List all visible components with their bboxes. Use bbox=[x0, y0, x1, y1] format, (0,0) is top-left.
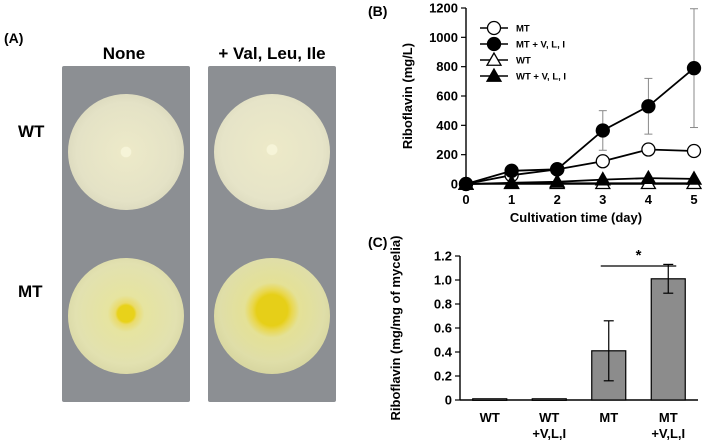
legend-label: MT bbox=[516, 24, 530, 35]
significance-star: * bbox=[636, 247, 642, 264]
row-header-wt: WT bbox=[18, 122, 45, 141]
line-chart-x-tick-label: 0 bbox=[462, 192, 469, 207]
line-chart-series-line bbox=[465, 148, 695, 185]
line-chart-point bbox=[549, 173, 566, 188]
line-chart-series bbox=[457, 169, 703, 190]
plate-photo-mt-supplemented bbox=[208, 230, 336, 402]
legend-marker bbox=[486, 36, 502, 52]
line-chart-y-tick-label: 1000 bbox=[429, 30, 458, 45]
legend-label: MT + V, L, I bbox=[516, 40, 565, 51]
line-chart-x-tick-label: 4 bbox=[645, 192, 653, 207]
bar-chart-y-tick-label: 0.4 bbox=[434, 345, 453, 360]
line-chart-series-line bbox=[465, 67, 695, 185]
bar-chart-y-tick-label: 1.2 bbox=[434, 249, 452, 264]
bar-chart-x-label-line: MT bbox=[599, 410, 618, 425]
column-header-none: None bbox=[102, 44, 146, 63]
line-chart-y-label: Riboflavin (mg/L) bbox=[400, 43, 415, 149]
line-chart-point bbox=[641, 142, 656, 157]
panel-b-label: (B) bbox=[368, 3, 387, 19]
line-chart-series bbox=[458, 8, 702, 192]
bar-chart-y-tick-label: 1.0 bbox=[434, 273, 452, 288]
line-chart-point bbox=[503, 174, 520, 189]
line-chart: 0 200 400 600 800 1000 1200 0 1 2 3 4 5 MT MT + V, L… bbox=[400, 1, 703, 225]
bar-chart: 00.20.40.60.81.01.2 WT WT +V,L,IMT MT +V,L,I… bbox=[388, 236, 698, 441]
legend-marker bbox=[486, 20, 502, 36]
legend-marker bbox=[485, 67, 503, 82]
line-chart-point bbox=[595, 123, 610, 138]
line-chart-y-tick-label: 600 bbox=[436, 89, 458, 104]
line-chart-series-line bbox=[465, 177, 695, 185]
line-chart-x-tick-label: 1 bbox=[508, 192, 515, 207]
line-chart-point bbox=[686, 60, 702, 76]
line-chart-y-tick-label: 200 bbox=[436, 147, 458, 162]
bar bbox=[531, 398, 567, 401]
bar-chart-y-tick-label: 0.8 bbox=[434, 297, 452, 312]
bar-chart-y-tick-label: 0 bbox=[445, 393, 452, 408]
bar-chart-y-label: Riboflavin (mg/mg of mycelia) bbox=[388, 236, 403, 421]
legend-marker bbox=[485, 51, 503, 66]
panel-c-label: (C) bbox=[368, 234, 387, 250]
line-chart-x-tick-label: 5 bbox=[690, 192, 697, 207]
line-chart-point bbox=[686, 143, 702, 159]
panel-a-label: (A) bbox=[4, 30, 24, 46]
bar-chart-x-label: MT +V,L,I bbox=[651, 410, 685, 441]
line-chart-point bbox=[595, 154, 610, 169]
bar bbox=[472, 398, 508, 401]
bar-chart-x-label: WT bbox=[480, 410, 500, 425]
bar-chart-x-label: WT +V,L,I bbox=[532, 410, 566, 441]
line-chart-x-tick-label: 2 bbox=[554, 192, 561, 207]
row-header-mt: MT bbox=[18, 282, 43, 301]
line-chart-y-tick-label: 0 bbox=[451, 177, 458, 192]
bar-chart-x-label-line: MT bbox=[659, 410, 678, 425]
column-header-val-leu-ile: + Val, Leu, Ile bbox=[218, 44, 326, 63]
legend-label: WT + V, L, I bbox=[516, 72, 566, 83]
line-chart-point bbox=[685, 170, 703, 185]
line-chart-point bbox=[640, 169, 657, 185]
line-chart-y-tick-label: 800 bbox=[436, 59, 458, 74]
plate-photo-mt-none bbox=[62, 230, 190, 402]
bar bbox=[650, 278, 686, 401]
line-chart-point bbox=[457, 175, 475, 190]
bar-chart-y-tick-label: 0.6 bbox=[434, 321, 452, 336]
bar-chart-y-tick-label: 0.2 bbox=[434, 369, 452, 384]
bar-chart-x-label-line: WT bbox=[539, 410, 559, 425]
line-chart-y-tick-label: 400 bbox=[436, 118, 458, 133]
bar-chart-x-label-line: +V,L,I bbox=[651, 426, 685, 441]
bar-chart-x-label: MT bbox=[599, 410, 618, 425]
line-chart-y-tick-label: 1200 bbox=[429, 1, 458, 16]
bar-chart-x-label-line: +V,L,I bbox=[532, 426, 566, 441]
line-chart-x-label: Cultivation time (day) bbox=[510, 210, 642, 225]
line-chart-point bbox=[594, 171, 611, 186]
line-chart-x-tick-label: 3 bbox=[599, 192, 606, 207]
plate-photo-wt-supplemented bbox=[208, 66, 336, 238]
bar-chart-x-label-line: WT bbox=[480, 410, 500, 425]
line-chart-point bbox=[641, 99, 656, 114]
plate-photo-wt-none bbox=[62, 66, 190, 238]
legend-label: WT bbox=[516, 56, 531, 67]
